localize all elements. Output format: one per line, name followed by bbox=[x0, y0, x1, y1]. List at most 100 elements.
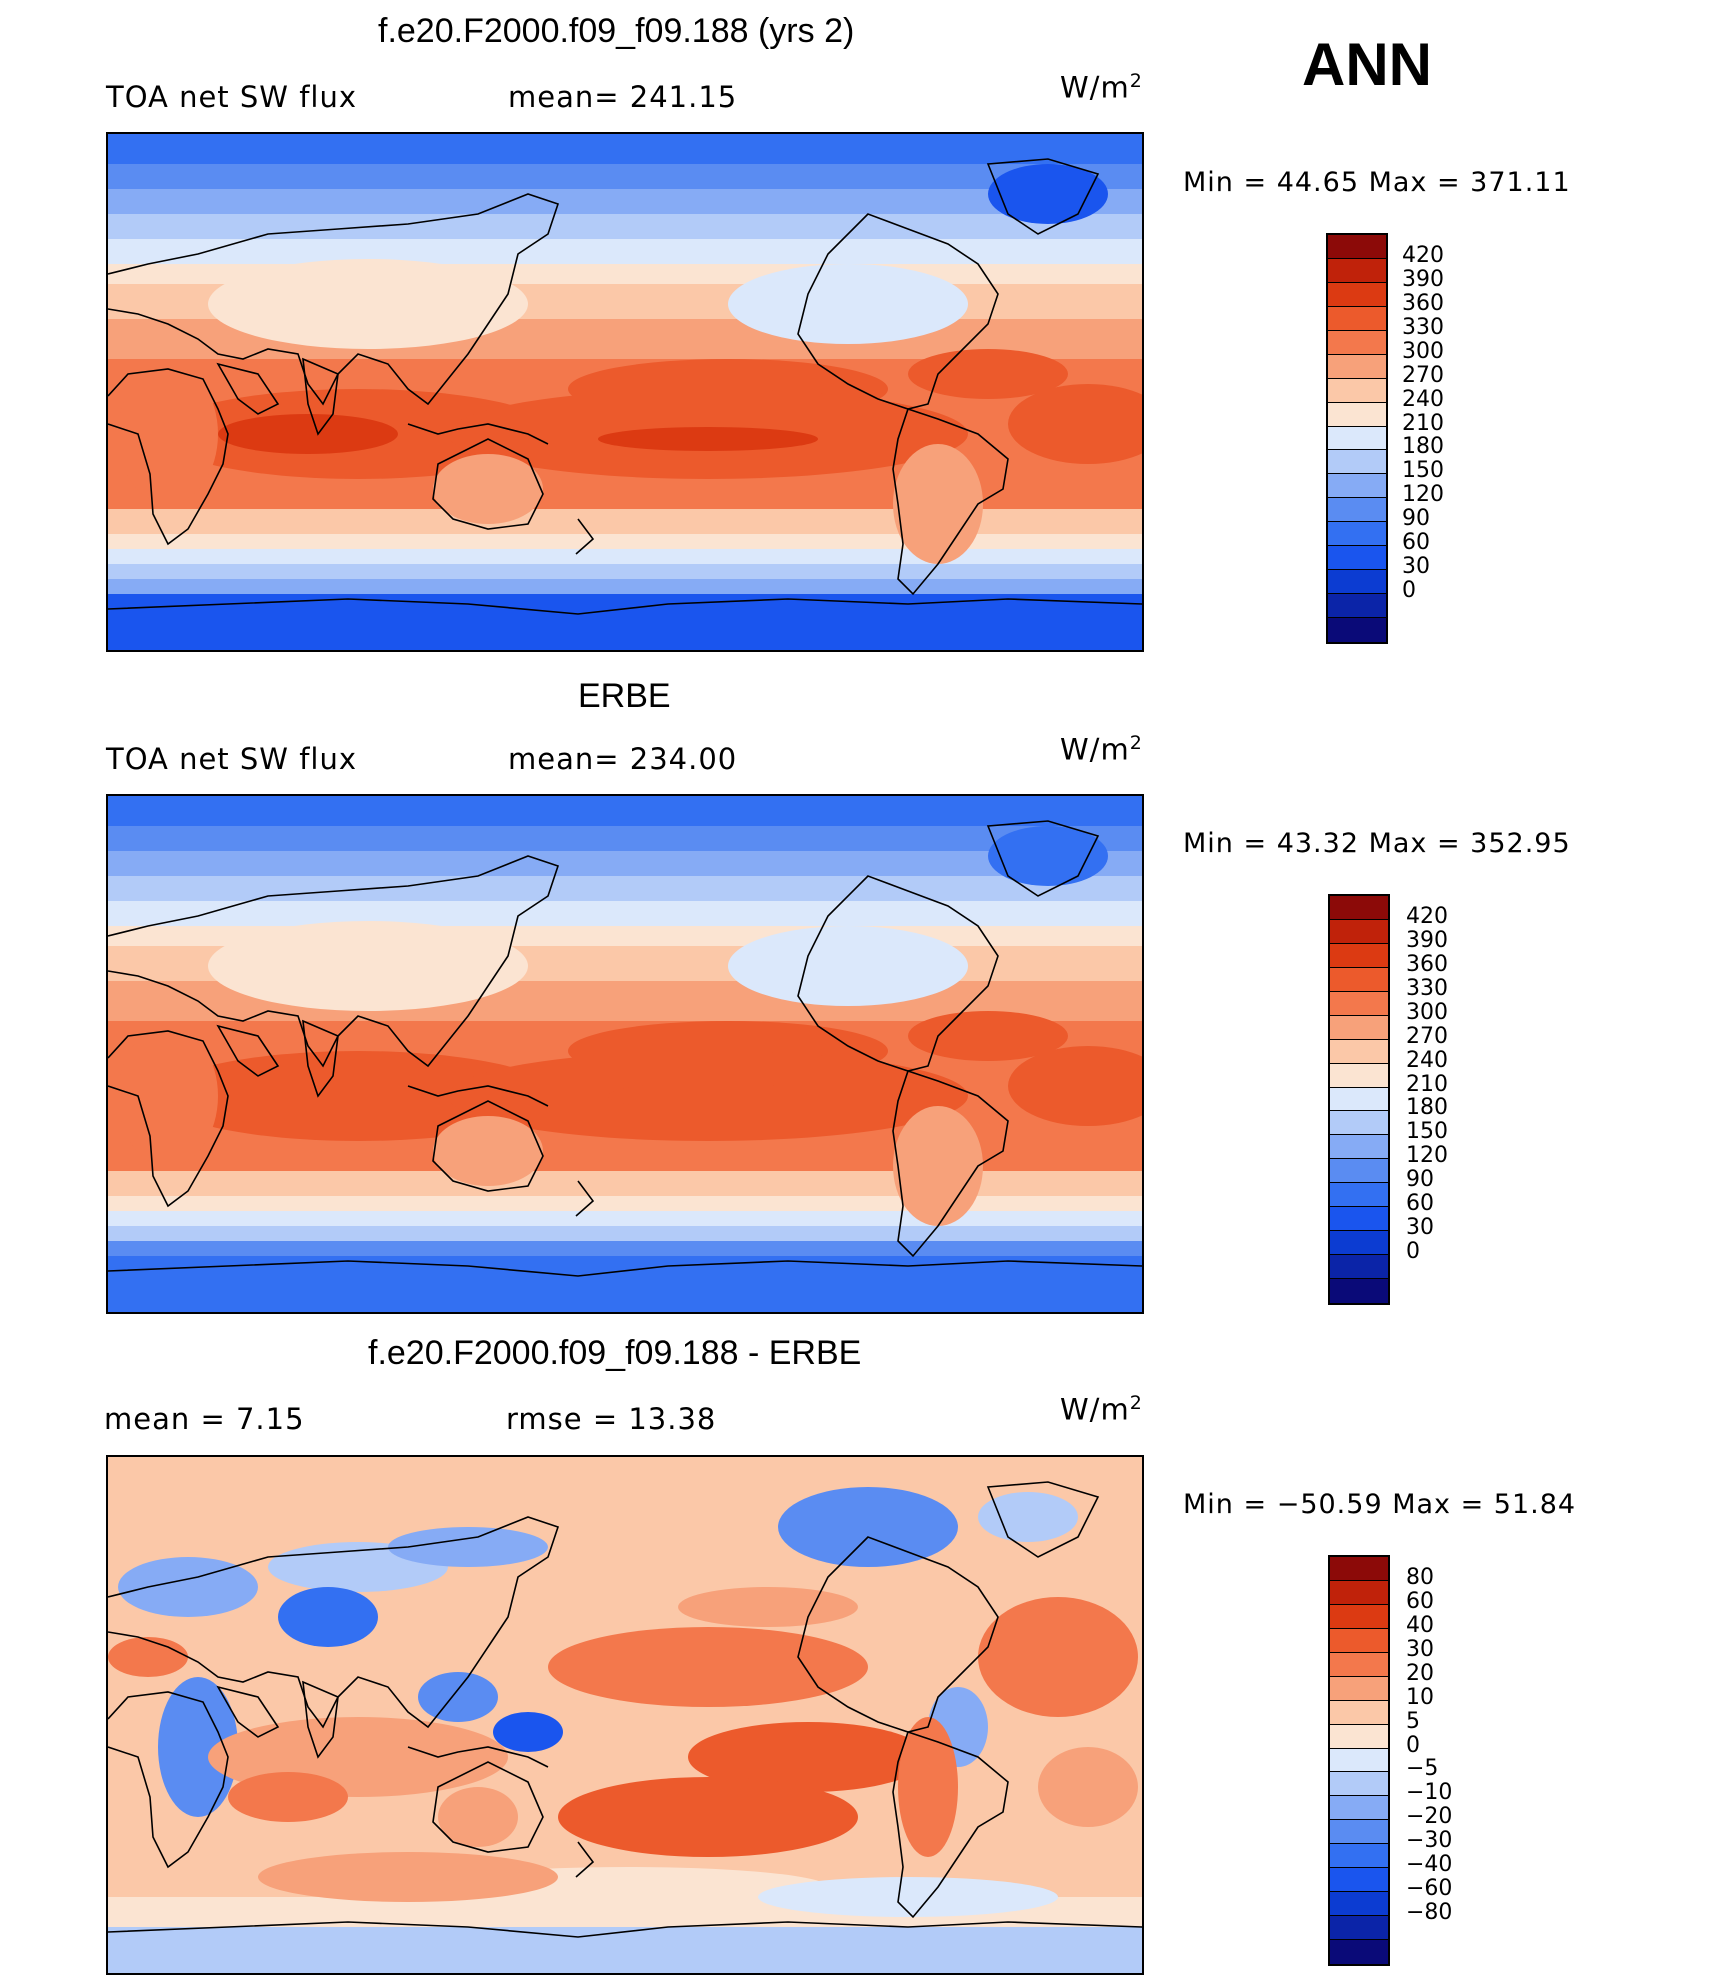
colorbar-swatch bbox=[1330, 1604, 1388, 1629]
colorbar-swatch bbox=[1328, 450, 1386, 475]
colorbar-swatch bbox=[1330, 1628, 1388, 1653]
colorbar-swatch bbox=[1330, 1580, 1388, 1605]
panel-2-mean-label: mean= 234.00 bbox=[508, 742, 738, 776]
contour-blob bbox=[208, 259, 528, 349]
panel-3-units: W/m2 bbox=[1060, 1392, 1143, 1427]
colorbar-tick-label: −10 bbox=[1406, 1780, 1453, 1806]
latitude-band bbox=[108, 549, 1142, 564]
panel-1-contour-field bbox=[108, 134, 1142, 650]
contour-blob bbox=[158, 1677, 238, 1817]
colorbar-tick-label: 30 bbox=[1406, 1215, 1434, 1241]
panel-1-map bbox=[106, 132, 1144, 652]
contour-blob bbox=[988, 826, 1108, 886]
contour-blob bbox=[978, 1492, 1078, 1542]
latitude-band bbox=[108, 1226, 1142, 1241]
colorbar-swatch bbox=[1328, 570, 1386, 595]
coastline bbox=[407, 423, 549, 445]
colorbar-swatch bbox=[1330, 1183, 1388, 1208]
colorbar-tick-label: 210 bbox=[1402, 410, 1444, 436]
colorbar-swatch bbox=[1330, 1231, 1388, 1256]
panel-2-contour-field bbox=[108, 796, 1142, 1312]
colorbar-swatch bbox=[1328, 546, 1386, 571]
contour-blob bbox=[118, 1026, 218, 1166]
colorbar-tick-label: 10 bbox=[1406, 1684, 1434, 1710]
colorbar-tick-label: −80 bbox=[1406, 1900, 1453, 1926]
colorbar-swatch bbox=[1328, 402, 1386, 427]
colorbar-tick-label: 0 bbox=[1402, 578, 1416, 604]
colorbar-tick-label: −60 bbox=[1406, 1876, 1453, 1902]
contour-blob bbox=[893, 1106, 983, 1226]
contour-blob bbox=[438, 1787, 518, 1847]
colorbar-swatch bbox=[1328, 594, 1386, 618]
colorbar-tick-label: 40 bbox=[1406, 1612, 1434, 1638]
contour-blob bbox=[1008, 384, 1142, 464]
colorbar-tick-label: 360 bbox=[1402, 290, 1444, 316]
coastline bbox=[407, 1085, 549, 1107]
colorbar-swatch bbox=[1330, 1772, 1388, 1797]
coastline bbox=[108, 1260, 1142, 1277]
coastline bbox=[575, 1180, 595, 1217]
panel-1-colorbar bbox=[1326, 233, 1388, 644]
panel-3-min-max: Min = −50.59 Max = 51.84 bbox=[1183, 1489, 1577, 1520]
colorbar-swatch bbox=[1328, 522, 1386, 547]
coastline bbox=[892, 1730, 1009, 1919]
latitude-band bbox=[108, 164, 1142, 189]
colorbar-swatch bbox=[1328, 426, 1386, 451]
panel-2-field-label: TOA net SW flux bbox=[106, 742, 358, 776]
contour-blob bbox=[418, 1672, 498, 1722]
colorbar-tick-label: 240 bbox=[1402, 386, 1444, 412]
coastline bbox=[892, 407, 1009, 596]
latitude-band bbox=[108, 1256, 1142, 1312]
colorbar-swatch bbox=[1330, 1700, 1388, 1725]
contour-blob bbox=[678, 1587, 858, 1627]
colorbar-tick-label: 210 bbox=[1406, 1071, 1448, 1097]
colorbar-swatch bbox=[1330, 967, 1388, 992]
latitude-band bbox=[108, 1211, 1142, 1226]
colorbar-swatch bbox=[1330, 1159, 1388, 1184]
panel-3-title: f.e20.F2000.f09_f09.188 - ERBE bbox=[368, 1334, 862, 1372]
colorbar-tick-label: −20 bbox=[1406, 1804, 1453, 1830]
coastline bbox=[407, 1746, 549, 1768]
panel-3-map bbox=[106, 1455, 1144, 1975]
colorbar-swatch bbox=[1330, 1820, 1388, 1845]
colorbar-tick-label: 240 bbox=[1406, 1047, 1448, 1073]
contour-blob bbox=[278, 1587, 378, 1647]
panel-2-units: W/m2 bbox=[1060, 732, 1143, 767]
contour-blob bbox=[978, 1597, 1138, 1717]
contour-blob bbox=[598, 427, 818, 451]
colorbar-swatch bbox=[1330, 1207, 1388, 1232]
coastline bbox=[432, 1761, 544, 1853]
coastline bbox=[108, 855, 560, 1068]
panel-2-title: ERBE bbox=[578, 677, 671, 715]
colorbar-tick-label: 150 bbox=[1406, 1119, 1448, 1145]
panel-2-min-max: Min = 43.32 Max = 352.95 bbox=[1183, 828, 1571, 859]
colorbar-tick-label: 390 bbox=[1406, 927, 1448, 953]
colorbar-swatch bbox=[1330, 1087, 1388, 1112]
colorbar-swatch bbox=[1328, 618, 1386, 642]
coastline bbox=[216, 1024, 280, 1077]
colorbar-tick-label: 90 bbox=[1406, 1167, 1434, 1193]
coastline bbox=[986, 1481, 1100, 1558]
colorbar-swatch bbox=[1330, 1135, 1388, 1160]
latitude-band bbox=[108, 564, 1142, 579]
colorbar-tick-label: −30 bbox=[1406, 1828, 1453, 1854]
coastline bbox=[432, 1100, 544, 1192]
coastline bbox=[108, 598, 1142, 615]
contour-blob bbox=[893, 444, 983, 564]
contour-blob bbox=[388, 1527, 548, 1567]
colorbar-tick-label: 270 bbox=[1402, 362, 1444, 388]
contour-blob bbox=[118, 364, 218, 504]
colorbar-swatch bbox=[1330, 919, 1388, 944]
contour-blob bbox=[433, 1116, 543, 1186]
colorbar-tick-label: 270 bbox=[1406, 1023, 1448, 1049]
coastline bbox=[216, 362, 280, 415]
latitude-band bbox=[108, 1927, 1142, 1973]
coastline bbox=[108, 1691, 229, 1869]
colorbar-swatch bbox=[1330, 1868, 1388, 1893]
colorbar-swatch bbox=[1330, 1940, 1388, 1964]
latitude-band bbox=[108, 214, 1142, 239]
colorbar-swatch bbox=[1330, 1916, 1388, 1940]
latitude-band bbox=[108, 534, 1142, 549]
colorbar-swatch bbox=[1330, 1652, 1388, 1677]
colorbar-swatch bbox=[1330, 1279, 1388, 1303]
